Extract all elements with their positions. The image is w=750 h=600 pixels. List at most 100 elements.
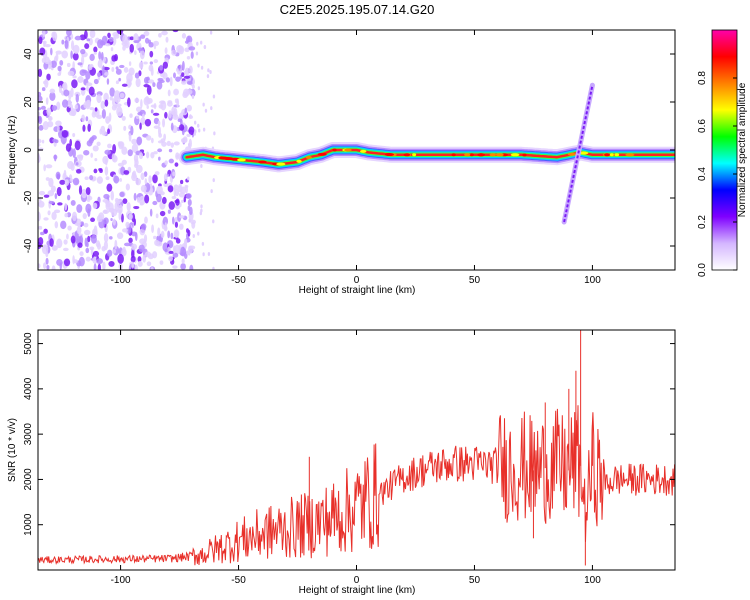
noise-speckle bbox=[82, 212, 87, 220]
noise-speckle bbox=[175, 238, 181, 244]
noise-speckle bbox=[65, 143, 72, 152]
noise-speckle bbox=[59, 179, 66, 185]
noise-speckle bbox=[112, 249, 116, 254]
spectrogram-ylabel: Frequency (Hz) bbox=[7, 116, 18, 185]
noise-speckle bbox=[144, 37, 150, 44]
noise-speckle bbox=[164, 160, 168, 166]
noise-speckle bbox=[60, 220, 67, 230]
noise-speckle bbox=[197, 63, 200, 68]
noise-speckle bbox=[157, 120, 161, 127]
noise-speckle bbox=[150, 67, 154, 76]
noise-speckle bbox=[144, 118, 152, 127]
noise-speckle bbox=[178, 215, 185, 219]
noise-speckle bbox=[192, 234, 195, 239]
noise-speckle bbox=[146, 261, 152, 267]
noise-speckle bbox=[116, 30, 124, 35]
noise-speckle bbox=[63, 169, 67, 177]
noise-speckle bbox=[80, 49, 86, 55]
noise-speckle bbox=[171, 49, 177, 56]
noise-speckle bbox=[108, 37, 114, 43]
noise-speckle bbox=[46, 73, 51, 81]
noise-speckle bbox=[181, 33, 187, 39]
noise-speckle bbox=[130, 125, 134, 136]
noise-speckle bbox=[89, 30, 96, 39]
noise-speckle bbox=[115, 209, 123, 213]
noise-speckle bbox=[96, 93, 102, 104]
noise-speckle bbox=[64, 39, 69, 49]
noise-speckle bbox=[38, 211, 41, 222]
noise-speckle bbox=[133, 40, 140, 44]
y-tick-label: 40 bbox=[23, 48, 34, 60]
noise-speckle bbox=[93, 78, 99, 85]
noise-speckle bbox=[139, 228, 146, 236]
noise-speckle bbox=[123, 125, 127, 131]
noise-speckle bbox=[96, 214, 103, 223]
noise-speckle bbox=[145, 135, 152, 141]
noise-speckle bbox=[193, 120, 197, 125]
noise-speckle bbox=[96, 242, 101, 250]
noise-speckle bbox=[55, 50, 62, 55]
noise-speckle bbox=[212, 94, 216, 99]
noise-speckle bbox=[197, 123, 200, 128]
noise-speckle bbox=[168, 148, 173, 153]
noise-speckle bbox=[107, 32, 111, 39]
noise-speckle bbox=[168, 201, 175, 210]
noise-speckle bbox=[99, 168, 103, 173]
noise-speckle bbox=[170, 142, 174, 148]
noise-speckle bbox=[146, 105, 149, 109]
noise-speckle bbox=[105, 176, 110, 181]
noise-speckle bbox=[48, 177, 54, 188]
noise-speckle bbox=[67, 70, 75, 77]
ridge-hotspot bbox=[296, 159, 302, 163]
noise-speckle bbox=[92, 202, 98, 209]
noise-speckle bbox=[38, 263, 41, 269]
noise-speckle bbox=[77, 242, 83, 248]
noise-speckle bbox=[114, 201, 120, 212]
noise-speckle bbox=[162, 61, 168, 69]
noise-speckle bbox=[51, 105, 58, 111]
noise-speckle bbox=[149, 208, 153, 217]
noise-speckle bbox=[55, 120, 62, 127]
noise-speckle bbox=[96, 258, 103, 265]
noise-speckle bbox=[97, 263, 102, 270]
noise-speckle bbox=[85, 247, 90, 254]
noise-speckle bbox=[44, 78, 49, 88]
noise-speckle bbox=[193, 131, 196, 136]
noise-speckle bbox=[50, 185, 56, 193]
noise-speckle bbox=[189, 114, 192, 119]
noise-speckle bbox=[139, 34, 146, 39]
noise-speckle bbox=[131, 138, 138, 145]
noise-speckle bbox=[38, 95, 43, 103]
noise-speckle bbox=[72, 52, 79, 61]
noise-speckle bbox=[104, 99, 109, 107]
noise-speckle bbox=[86, 85, 89, 92]
noise-speckle bbox=[128, 81, 132, 86]
noise-speckle bbox=[175, 198, 180, 206]
noise-speckle bbox=[85, 187, 91, 195]
noise-speckle bbox=[182, 136, 188, 143]
noise-speckle bbox=[103, 217, 109, 225]
noise-speckle bbox=[133, 205, 140, 210]
noise-speckle bbox=[62, 83, 67, 90]
ridge-hotspot bbox=[464, 153, 471, 157]
noise-speckle bbox=[42, 120, 49, 131]
noise-speckle bbox=[45, 257, 49, 265]
noise-speckle bbox=[110, 190, 115, 201]
noise-speckle bbox=[159, 64, 163, 71]
noise-speckle bbox=[61, 130, 69, 138]
noise-speckle bbox=[38, 200, 45, 208]
noise-speckle bbox=[72, 44, 80, 54]
noise-speckle bbox=[52, 31, 58, 42]
ridge-hotspot bbox=[384, 153, 395, 157]
noise-speckle bbox=[173, 88, 179, 96]
noise-speckle bbox=[111, 104, 117, 111]
noise-speckle bbox=[74, 35, 82, 41]
noise-speckle bbox=[49, 88, 56, 94]
noise-speckle bbox=[117, 253, 124, 264]
noise-speckle bbox=[115, 80, 120, 85]
noise-speckle bbox=[97, 72, 101, 78]
noise-speckle bbox=[87, 123, 91, 132]
noise-speckle bbox=[165, 77, 171, 83]
noise-speckle bbox=[94, 107, 98, 112]
noise-speckle bbox=[172, 216, 175, 225]
